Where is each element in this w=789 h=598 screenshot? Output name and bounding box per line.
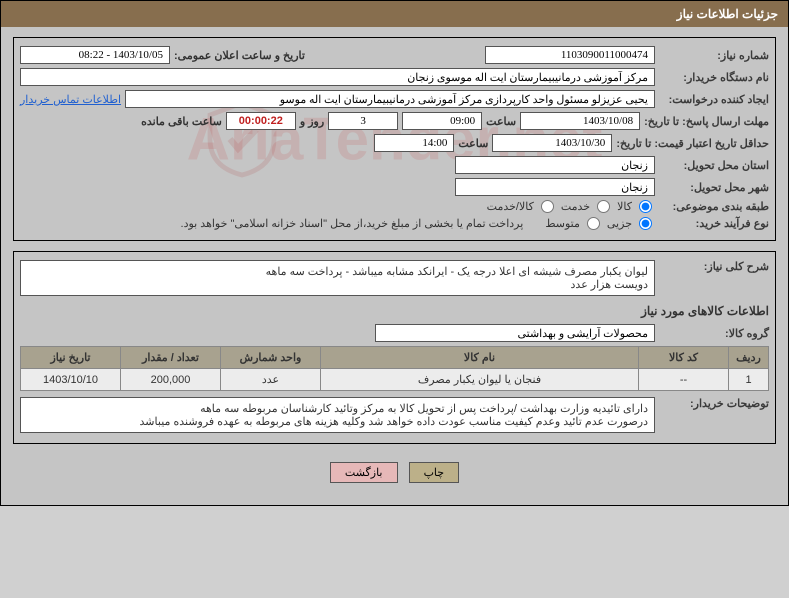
th-date: تاریخ نیاز [21, 347, 121, 369]
radio-motavaset-label: متوسط [545, 217, 580, 230]
city-label: شهر محل تحویل: [659, 181, 769, 194]
province-value [455, 156, 655, 174]
details-box: AriaTender.net شماره نیاز: تاریخ و ساعت … [13, 37, 776, 241]
radio-khadamat[interactable] [597, 200, 610, 213]
radio-kala-label: کالا [617, 200, 632, 213]
buyer-notes-label: توضیحات خریدار: [659, 397, 769, 410]
radio-khadamat-label: خدمت [561, 200, 590, 213]
deadline-label: مهلت ارسال پاسخ: تا تاریخ: [644, 115, 769, 128]
row-province: استان محل تحویل: [20, 156, 769, 174]
row-category: طبقه بندی موضوعی: کالا خدمت کالا/خدمت [20, 200, 769, 213]
row-need-number: شماره نیاز: تاریخ و ساعت اعلان عمومی: [20, 46, 769, 64]
countdown-timer: 00:00:22 [226, 112, 296, 130]
summary-text: لیوان یکبار مصرف شیشه ای اعلا درجه یک - … [20, 260, 655, 296]
cell-unit: عدد [221, 369, 321, 391]
back-button[interactable]: بازگشت [330, 462, 398, 483]
deadline-date [520, 112, 640, 130]
buyer-contact-link[interactable]: اطلاعات تماس خریدار [20, 93, 121, 106]
th-unit: واحد شمارش [221, 347, 321, 369]
group-label: گروه کالا: [659, 327, 769, 340]
need-number-value [485, 46, 655, 64]
cell-qty: 200,000 [121, 369, 221, 391]
remaining-label: ساعت باقی مانده [141, 115, 222, 128]
group-value [375, 324, 655, 342]
items-table: ردیف کد کالا نام کالا واحد شمارش تعداد /… [20, 346, 769, 391]
need-number-label: شماره نیاز: [659, 49, 769, 62]
radio-jozie[interactable] [639, 217, 652, 230]
row-city: شهر محل تحویل: [20, 178, 769, 196]
announce-value [20, 46, 170, 64]
content-area: AriaTender.net شماره نیاز: تاریخ و ساعت … [1, 27, 788, 505]
validity-date [492, 134, 612, 152]
summary-label: شرح کلی نیاز: [659, 260, 769, 273]
summary-box: شرح کلی نیاز: لیوان یکبار مصرف شیشه ای ا… [13, 251, 776, 444]
cell-row: 1 [729, 369, 769, 391]
radio-motavaset[interactable] [587, 217, 600, 230]
page-title-bar: جزئیات اطلاعات نیاز [1, 1, 788, 27]
city-value [455, 178, 655, 196]
th-code: کد کالا [639, 347, 729, 369]
button-row: چاپ بازگشت [13, 454, 776, 495]
validity-label: حداقل تاریخ اعتبار قیمت: تا تاریخ: [616, 137, 769, 150]
row-buyer-notes: توضیحات خریدار: دارای تائیدیه وزارت بهدا… [20, 397, 769, 433]
cell-code: -- [639, 369, 729, 391]
th-row: ردیف [729, 347, 769, 369]
row-validity: حداقل تاریخ اعتبار قیمت: تا تاریخ: ساعت [20, 134, 769, 152]
buyer-notes-text: دارای تائیدیه وزارت بهداشت /پرداخت پس از… [20, 397, 655, 433]
page-title: جزئیات اطلاعات نیاز [677, 7, 778, 21]
items-section-title: اطلاعات کالاهای مورد نیاز [20, 304, 769, 318]
time-label-2: ساعت [458, 137, 488, 150]
print-button[interactable]: چاپ [409, 462, 460, 483]
row-summary: شرح کلی نیاز: لیوان یکبار مصرف شیشه ای ا… [20, 260, 769, 296]
process-note: پرداخت تمام یا بخشی از مبلغ خرید،از محل … [181, 217, 524, 230]
row-requester: ایجاد کننده درخواست: اطلاعات تماس خریدار [20, 90, 769, 108]
row-process: نوع فرآیند خرید: جزیی متوسط پرداخت تمام … [20, 217, 769, 230]
th-qty: تعداد / مقدار [121, 347, 221, 369]
requester-value [125, 90, 655, 108]
row-buyer-org: نام دستگاه خریدار: [20, 68, 769, 86]
cell-date: 1403/10/10 [21, 369, 121, 391]
buyer-org-label: نام دستگاه خریدار: [659, 71, 769, 84]
validity-time [374, 134, 454, 152]
days-value [328, 112, 398, 130]
radio-kala-khadamat-label: کالا/خدمت [487, 200, 534, 213]
radio-kala-khadamat[interactable] [541, 200, 554, 213]
th-name: نام کالا [321, 347, 639, 369]
radio-kala[interactable] [639, 200, 652, 213]
row-deadline: مهلت ارسال پاسخ: تا تاریخ: ساعت روز و 00… [20, 112, 769, 130]
buyer-org-value [20, 68, 655, 86]
province-label: استان محل تحویل: [659, 159, 769, 172]
radio-jozie-label: جزیی [607, 217, 632, 230]
days-label: روز و [300, 115, 324, 128]
table-row: 1 -- فنجان یا لیوان یکبار مصرف عدد 200,0… [21, 369, 769, 391]
time-label-1: ساعت [486, 115, 516, 128]
main-container: جزئیات اطلاعات نیاز AriaTender.net شماره… [0, 0, 789, 506]
process-label: نوع فرآیند خرید: [659, 217, 769, 230]
cell-name: فنجان یا لیوان یکبار مصرف [321, 369, 639, 391]
table-header-row: ردیف کد کالا نام کالا واحد شمارش تعداد /… [21, 347, 769, 369]
row-group: گروه کالا: [20, 324, 769, 342]
category-label: طبقه بندی موضوعی: [659, 200, 769, 213]
announce-label: تاریخ و ساعت اعلان عمومی: [174, 49, 305, 62]
requester-label: ایجاد کننده درخواست: [659, 93, 769, 106]
deadline-time [402, 112, 482, 130]
